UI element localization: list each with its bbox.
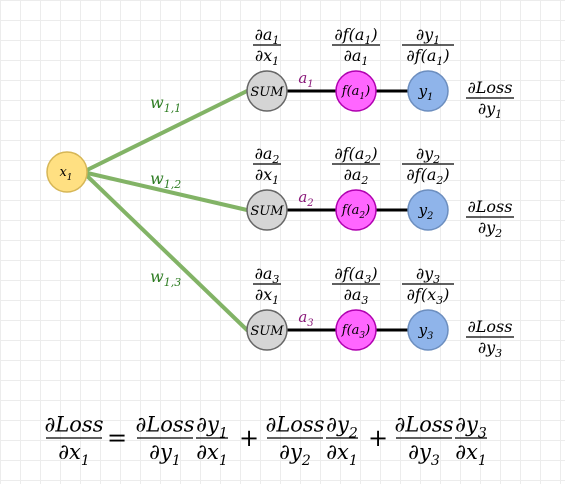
equation-term-2-loss-denominator: ∂y2 — [279, 440, 311, 469]
partial-output-1-denominator: ∂f(a1) — [406, 46, 449, 68]
partial-sum-2-denominator: ∂x1 — [255, 165, 279, 187]
activation-node-1 — [335, 70, 377, 112]
partial-sum-2-numerator: ∂a2 — [255, 144, 280, 166]
output-node-label-1: y1 — [418, 82, 434, 103]
sum-node-label-3: SUM — [250, 324, 284, 339]
partial-loss-2: ∂Loss ∂y2 — [466, 197, 514, 240]
weight-edge-2 — [81, 170, 249, 212]
input-node-label: x1 — [59, 165, 72, 183]
partial-sum-3-numerator: ∂a3 — [255, 264, 280, 286]
equation-term-2-output-numerator: ∂y2 — [326, 412, 358, 441]
equation-term-2-output-denominator: ∂x1 — [326, 440, 358, 469]
weight-label-1: w1,1 — [150, 93, 181, 115]
partial-activation-3-denominator: ∂a3 — [344, 285, 369, 307]
partial-sum-1-numerator: ∂a1 — [255, 25, 280, 47]
equation-term-3-loss-denominator: ∂y3 — [408, 440, 440, 469]
plus-sign-1: + — [239, 424, 259, 452]
sum-node-label-1: SUM — [250, 85, 284, 100]
partial-output-3: ∂y3∂f(x3) — [402, 264, 454, 307]
output-node-3 — [407, 309, 449, 351]
sum-node-3 — [246, 309, 288, 351]
equation-term-2-loss: ∂Loss ∂y2 — [265, 412, 324, 469]
weight-edge-3 — [81, 170, 249, 332]
partial-loss-1-denominator: ∂y1 — [478, 99, 502, 121]
partial-activation-3-numerator: ∂f(a3) — [334, 264, 377, 286]
output-node-label-3: y3 — [418, 321, 434, 342]
equals-sign: = — [107, 424, 127, 452]
plus-sign-2: + — [368, 424, 388, 452]
partial-output-3-numerator: ∂y3 — [416, 264, 440, 286]
equation-term-1-loss-numerator: ∂Loss — [135, 412, 194, 436]
equation-term-3-output-numerator: ∂y3 — [455, 412, 487, 441]
partial-sum-1: ∂a1∂x1 — [253, 25, 281, 68]
a-label-1: a1 — [298, 69, 313, 90]
equation-term-3-output-denominator: ∂x1 — [455, 440, 487, 469]
partial-activation-1-denominator: ∂a1 — [344, 46, 369, 68]
equation-term-1-output-numerator: ∂y1 — [196, 412, 228, 441]
partial-loss-3: ∂Loss ∂y3 — [466, 317, 514, 360]
partial-output-2-denominator: ∂f(a2) — [406, 165, 449, 187]
a-label-3: a3 — [298, 308, 313, 329]
activation-node-label-1: f(a1) — [341, 84, 370, 102]
weight-label-3: w1,3 — [150, 267, 181, 289]
output-node-label-2: y2 — [418, 201, 434, 222]
partial-activation-1: ∂f(a1)∂a1 — [332, 25, 380, 68]
partial-activation-2-numerator: ∂f(a2) — [334, 144, 377, 166]
partial-activation-1-numerator: ∂f(a1) — [334, 25, 377, 47]
equation-term-3-output: ∂y3∂x1 — [455, 412, 487, 469]
partial-output-1: ∂y1∂f(a1) — [402, 25, 454, 68]
partial-output-2: ∂y2∂f(a2) — [402, 144, 454, 187]
weight-label-2: w1,2 — [150, 169, 181, 191]
sum-node-2 — [246, 189, 288, 231]
partial-loss-3-numerator: ∂Loss — [468, 317, 513, 336]
partial-output-2-numerator: ∂y2 — [416, 144, 440, 166]
partial-sum-3: ∂a3∂x1 — [253, 264, 281, 307]
equation-lhs: ∂Loss ∂x1 — [44, 412, 103, 469]
equation-term-1-loss-denominator: ∂y1 — [149, 440, 181, 469]
activation-node-3 — [335, 309, 377, 351]
partial-sum-3-denominator: ∂x1 — [255, 285, 279, 307]
partial-loss-3-denominator: ∂y3 — [478, 338, 502, 360]
equation-lhs-numerator: ∂Loss — [44, 412, 103, 436]
activation-node-label-3: f(a3) — [341, 323, 370, 341]
equation-term-3-loss: ∂Loss ∂y3 — [394, 412, 453, 469]
equation-term-1-output: ∂y1∂x1 — [196, 412, 228, 469]
partial-sum-2: ∂a2∂x1 — [253, 144, 281, 187]
partial-activation-2-denominator: ∂a2 — [344, 165, 369, 187]
partial-loss-2-numerator: ∂Loss — [468, 197, 513, 216]
partial-sum-1-denominator: ∂x1 — [255, 46, 279, 68]
equation-term-2-loss-numerator: ∂Loss — [265, 412, 324, 436]
output-node-1 — [407, 70, 449, 112]
output-node-2 — [407, 189, 449, 231]
partial-loss-1-numerator: ∂Loss — [468, 78, 513, 97]
partial-output-1-numerator: ∂y1 — [416, 25, 440, 47]
sum-node-1 — [246, 70, 288, 112]
equation-lhs-denominator: ∂x1 — [58, 440, 90, 469]
equation-term-3-loss-numerator: ∂Loss — [394, 412, 453, 436]
activation-node-label-2: f(a2) — [341, 203, 370, 221]
partial-activation-2: ∂f(a2)∂a2 — [332, 144, 380, 187]
equation-term-1-output-denominator: ∂x1 — [196, 440, 228, 469]
activation-node-2 — [335, 189, 377, 231]
equation-term-1-loss: ∂Loss ∂y1 — [135, 412, 194, 469]
partial-loss-1: ∂Loss ∂y1 — [466, 78, 514, 121]
input-node — [46, 151, 88, 193]
partial-loss-2-denominator: ∂y2 — [478, 218, 502, 240]
equation-term-2-output: ∂y2∂x1 — [326, 412, 358, 469]
sum-node-label-2: SUM — [250, 204, 284, 219]
a-label-2: a2 — [298, 188, 313, 209]
partial-output-3-denominator: ∂f(x3) — [407, 285, 450, 307]
partial-activation-3: ∂f(a3)∂a3 — [332, 264, 380, 307]
weight-edge-1 — [81, 89, 249, 174]
